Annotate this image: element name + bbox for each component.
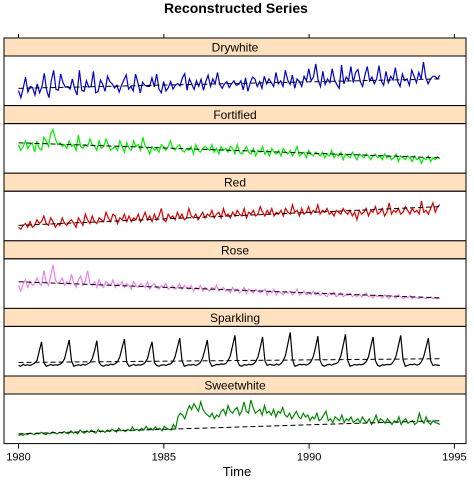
panel-strip-label: Drywhite xyxy=(212,41,259,55)
panel-frame xyxy=(3,123,467,174)
x-tick-label: 1980 xyxy=(6,452,30,464)
panel-rose: Rose xyxy=(3,240,467,309)
panels-group: Drywhite Fortified Red Rose Sparkling Sweetwh… xyxy=(3,34,467,445)
panel-red: Red xyxy=(3,172,467,242)
panel-sparkling: Sparkling xyxy=(3,307,467,377)
series-line xyxy=(17,128,441,166)
panel-fortified: Fortified xyxy=(3,105,467,174)
x-axis-label: Time xyxy=(223,464,251,479)
x-tick-label: 1990 xyxy=(297,452,321,464)
x-tick-label: 1985 xyxy=(152,452,176,464)
panel-sweetwhite: Sweetwhite xyxy=(3,375,467,445)
trend-line xyxy=(18,206,440,226)
chart-title: Reconstructed Series xyxy=(164,0,308,16)
series-line xyxy=(18,200,441,231)
trend-line xyxy=(18,420,440,435)
panel-strip-label: Fortified xyxy=(213,108,256,122)
panel-drywhite: Drywhite xyxy=(3,34,467,107)
panel-strip-label: Rose xyxy=(221,243,249,257)
panel-strip-label: Red xyxy=(224,176,246,190)
trend-line xyxy=(18,358,440,363)
x-axis: 1980 1985 1990 1995 xyxy=(6,443,467,464)
x-tick-label: 1995 xyxy=(442,452,466,464)
series-line xyxy=(17,61,441,100)
panel-strip-label: Sparkling xyxy=(210,311,260,325)
panel-strip-label: Sweetwhite xyxy=(204,379,266,393)
series-line xyxy=(17,264,441,300)
series-line xyxy=(18,332,440,367)
trend-line xyxy=(18,142,440,159)
panel-frame xyxy=(3,393,467,445)
series-line xyxy=(18,399,441,437)
trend-line xyxy=(18,78,440,89)
trend-line xyxy=(18,281,440,299)
